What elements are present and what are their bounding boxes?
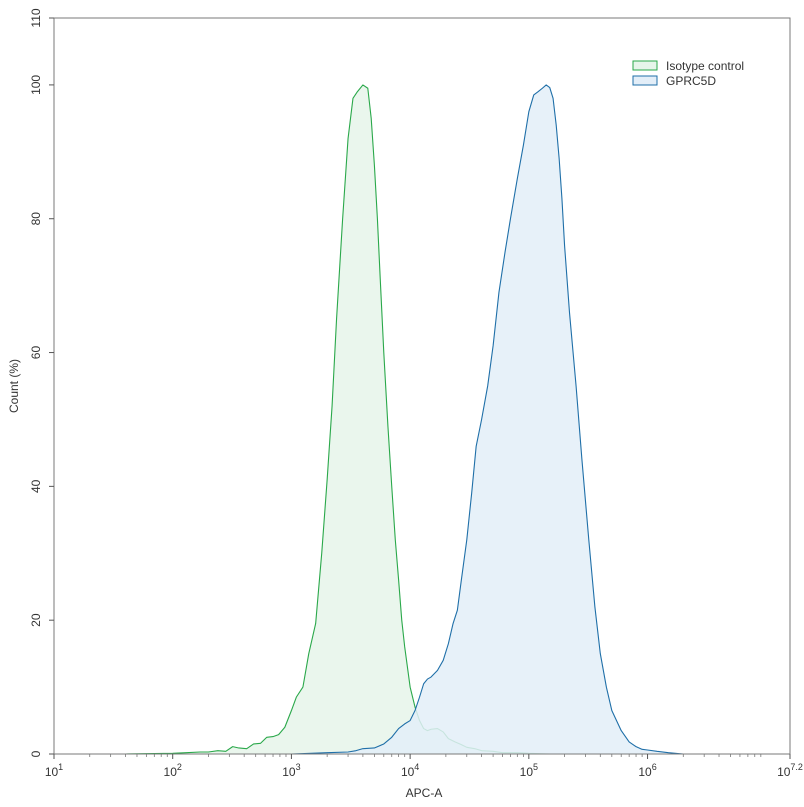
series-area-1 xyxy=(291,84,684,754)
x-tick-label: 103 xyxy=(282,762,300,779)
x-tick-label: 105 xyxy=(520,762,538,779)
plot-area-frame xyxy=(53,17,791,755)
legend-label: GPRC5D xyxy=(666,74,716,88)
x-tick-label: 106 xyxy=(638,762,656,779)
legend-swatch xyxy=(632,75,658,86)
x-axis: 101 102 103 104 105 106 107.2 xyxy=(45,754,803,779)
series-layer xyxy=(125,84,684,755)
y-tick-label: 80 xyxy=(29,212,43,226)
y-tick-label: 40 xyxy=(29,479,43,493)
y-tick-label: 0 xyxy=(29,750,43,757)
y-tick-label: 60 xyxy=(29,346,43,360)
x-tick-label: 104 xyxy=(401,762,419,779)
legend-label: Isotype control xyxy=(666,59,744,73)
y-tick-label: 110 xyxy=(29,8,43,27)
y-tick-label: 20 xyxy=(29,613,43,627)
x-tick-label: 107.2 xyxy=(777,762,803,779)
series-line-1 xyxy=(291,84,684,755)
x-tick-label: 101 xyxy=(45,762,63,779)
series-area-0 xyxy=(125,84,550,754)
x-tick-label: 102 xyxy=(164,762,182,779)
legend-swatch xyxy=(632,60,658,71)
y-axis: 0 20 40 60 80 100 110 xyxy=(29,8,54,757)
y-axis-title: Count (%) xyxy=(7,359,21,413)
y-tick-label: 100 xyxy=(29,75,43,95)
x-axis-title: APC-A xyxy=(406,786,443,800)
